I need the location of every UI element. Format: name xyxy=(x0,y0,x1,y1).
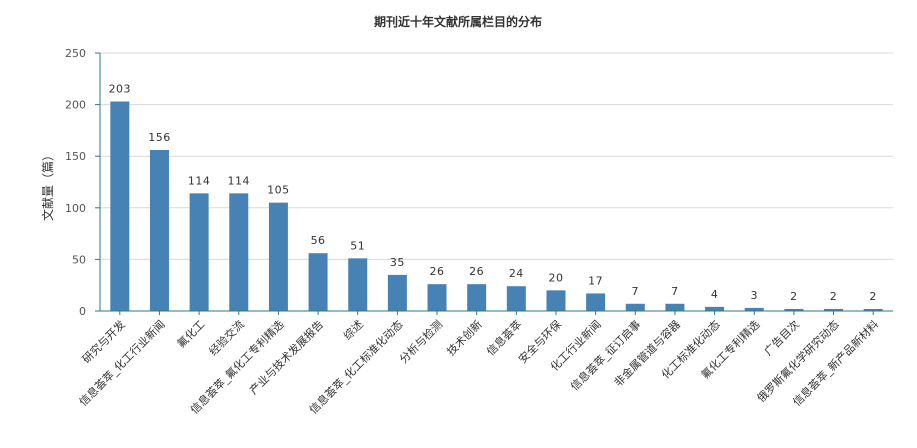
data-label: 114 xyxy=(188,174,211,187)
data-label: 203 xyxy=(109,83,132,96)
chart-title: 期刊近十年文献所属栏目的分布 xyxy=(374,14,542,29)
y-axis-title: 文献量（篇） xyxy=(40,149,55,221)
data-label: 4 xyxy=(711,288,719,301)
x-category-label: 经验交流 xyxy=(206,317,247,358)
bar[interactable] xyxy=(229,193,249,311)
bar[interactable] xyxy=(744,307,764,311)
bars xyxy=(110,101,883,311)
bar[interactable] xyxy=(705,306,725,311)
bar[interactable] xyxy=(348,258,368,311)
y-tick-label: 100 xyxy=(65,202,86,215)
bar[interactable] xyxy=(268,202,288,311)
bar[interactable] xyxy=(546,290,566,311)
data-label: 56 xyxy=(311,234,326,247)
y-tick-label: 200 xyxy=(65,99,86,112)
x-category-label: 氟化工 xyxy=(174,317,207,350)
data-label: 2 xyxy=(830,290,838,303)
data-label: 20 xyxy=(548,271,563,284)
bar[interactable] xyxy=(387,274,407,311)
data-label: 17 xyxy=(588,274,603,287)
x-category-label: 技术创新 xyxy=(444,317,485,358)
data-label: 114 xyxy=(228,174,251,187)
x-category-label: 信息荟萃_征订启事 xyxy=(567,317,643,393)
grid-lines xyxy=(95,52,893,315)
y-tick-label: 250 xyxy=(65,47,86,60)
data-label: 2 xyxy=(790,290,798,303)
data-label: 156 xyxy=(148,131,171,144)
x-category-label: 产业与技术发展报告 xyxy=(246,317,326,397)
data-label: 7 xyxy=(671,285,679,298)
x-category-label: 综述 xyxy=(340,317,365,342)
data-label: 51 xyxy=(350,239,365,252)
y-tick-label: 0 xyxy=(79,305,86,318)
bar[interactable] xyxy=(784,308,804,311)
axes xyxy=(99,53,893,312)
data-label: 2 xyxy=(869,290,877,303)
data-label: 3 xyxy=(750,289,758,302)
bar[interactable] xyxy=(308,253,328,311)
x-category-label: 广告目次 xyxy=(761,317,802,358)
data-label: 35 xyxy=(390,256,405,269)
y-tick-labels: 0 50 100 150 200 250 xyxy=(65,47,86,318)
data-label: 26 xyxy=(469,265,484,278)
bar[interactable] xyxy=(427,284,447,311)
x-category-label: 信息荟萃 xyxy=(483,317,524,358)
y-tick-label: 150 xyxy=(65,150,86,163)
y-tick-label: 50 xyxy=(72,253,86,266)
data-label: 7 xyxy=(632,285,640,298)
bar[interactable] xyxy=(506,286,526,311)
bar[interactable] xyxy=(467,284,487,311)
data-labels: 203 156 114 114 105 56 51 35 26 26 24 20 17 7 7 4 3 2 2 2 xyxy=(109,83,877,303)
data-label: 105 xyxy=(267,184,290,197)
x-category-label: 非金属管道与容器 xyxy=(611,317,683,389)
data-label: 24 xyxy=(509,267,524,280)
x-category-label: 分析与检测 xyxy=(396,317,445,366)
bar[interactable] xyxy=(189,193,209,311)
bar[interactable] xyxy=(824,308,844,311)
bar[interactable] xyxy=(625,303,645,311)
bar[interactable] xyxy=(665,303,685,311)
bar[interactable] xyxy=(149,150,169,311)
bar[interactable] xyxy=(586,293,606,311)
data-label: 26 xyxy=(430,265,445,278)
bar[interactable] xyxy=(863,308,883,311)
bar[interactable] xyxy=(110,101,130,311)
